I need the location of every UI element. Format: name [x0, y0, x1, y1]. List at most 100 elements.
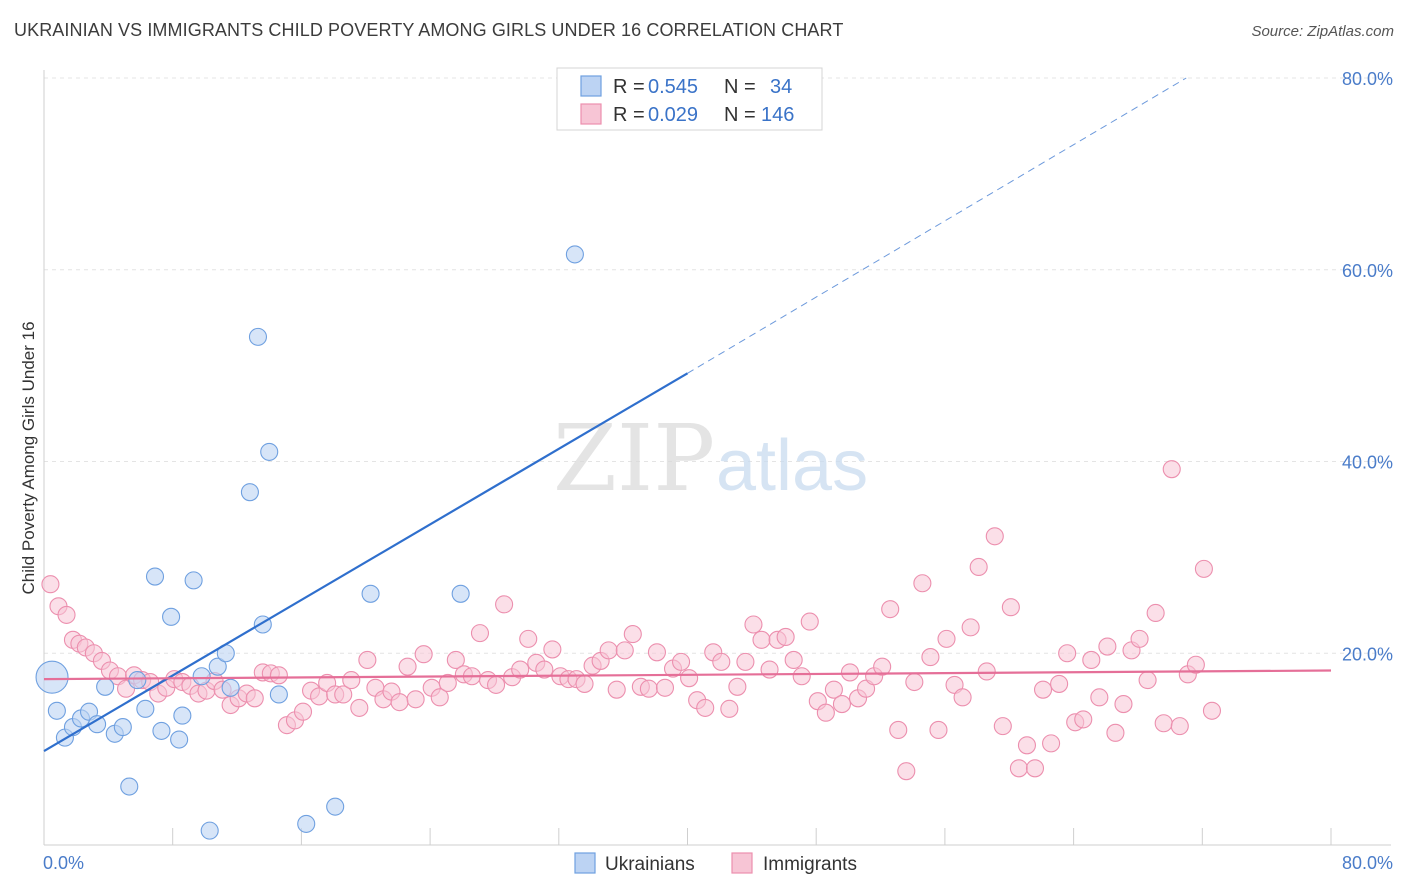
immigrants-point-38 [342, 671, 361, 690]
legend-n-value-ukrainians: 34 [770, 76, 792, 98]
immigrants-point-106 [889, 720, 908, 740]
immigrants-point-125 [1042, 734, 1061, 753]
immigrants-point-45 [398, 657, 417, 676]
immigrants-point-39 [350, 698, 369, 717]
ukrainians-point-17 [173, 706, 192, 725]
immigrants-point-82 [696, 698, 715, 717]
ukrainians-point-19 [192, 667, 211, 686]
immigrants-trend-line [43, 669, 1332, 681]
immigrants-point-117 [977, 662, 996, 681]
immigrants-point-139 [1154, 714, 1173, 733]
immigrants-point-63 [543, 640, 562, 659]
ukrainians-point-12 [136, 699, 155, 718]
immigrants-point-54 [470, 624, 490, 643]
ukrainians-point-11 [128, 671, 147, 690]
immigrants-point-141 [1170, 717, 1189, 736]
ukrainians-point-30 [326, 797, 345, 816]
y-tick-label-20: 20.0% [1342, 644, 1393, 664]
legend-r-value-ukrainians: 0.545 [648, 76, 698, 98]
immigrants-point-71 [607, 680, 626, 699]
ukrainians-point-9 [113, 718, 132, 737]
immigrants-point-123 [1025, 759, 1045, 778]
bottom-legend-swatch-ukrainians [574, 852, 596, 874]
ukrainians-point-18 [184, 571, 203, 590]
immigrants-point-59 [511, 660, 530, 679]
immigrants-point-94 [792, 667, 811, 686]
immigrants-point-80 [680, 669, 699, 688]
y-tick-labels: 20.0% 40.0% 60.0% 80.0% [1342, 69, 1393, 664]
immigrants-point-47 [414, 645, 433, 664]
y-axis-title: Child Poverty Among Girls Under 16 [19, 321, 38, 594]
immigrants-point-145 [1202, 701, 1222, 720]
ukrainians-point-21 [208, 657, 227, 676]
immigrants-point-138 [1146, 603, 1165, 623]
immigrants-point-97 [816, 703, 835, 722]
immigrants-points [41, 460, 1222, 781]
immigrants-point-99 [832, 695, 851, 714]
ukrainians-point-25 [248, 327, 268, 346]
immigrants-point-144 [1194, 559, 1213, 578]
bottom-legend-label-ukrainians: Ukrainians [605, 854, 695, 875]
immigrants-point-110 [921, 648, 940, 667]
legend-n-value-immigrants: 146 [761, 104, 794, 126]
immigrants-point-92 [776, 627, 795, 647]
immigrants-point-122 [1017, 736, 1036, 755]
immigrants-point-133 [1106, 723, 1125, 742]
legend-r-label-ukrainians: R = [613, 76, 650, 98]
immigrants-point-60 [519, 629, 538, 648]
immigrants-point-119 [993, 717, 1012, 736]
legend-r-value-immigrants: 0.029 [648, 104, 698, 126]
immigrants-point-88 [744, 615, 763, 634]
immigrants-point-32 [293, 702, 313, 721]
immigrants-point-136 [1130, 629, 1149, 648]
immigrants-point-51 [446, 650, 465, 670]
immigrants-point-89 [752, 630, 771, 649]
immigrants-point-73 [623, 625, 642, 644]
immigrants-point-132 [1098, 637, 1117, 656]
ukrainians-point-7 [96, 677, 115, 696]
immigrants-point-29 [269, 666, 288, 685]
immigrants-point-84 [712, 652, 731, 671]
immigrants-point-44 [390, 693, 409, 712]
immigrants-point-62 [535, 660, 554, 679]
ukrainians-points [35, 245, 584, 840]
immigrants-point-2 [57, 605, 76, 624]
immigrants-point-137 [1138, 671, 1157, 690]
immigrants-point-26 [245, 689, 264, 708]
immigrants-point-85 [720, 699, 739, 718]
immigrants-point-46 [406, 690, 425, 709]
ukrainians-point-13 [145, 567, 165, 586]
ukrainians-point-27 [260, 442, 279, 461]
source-credit: Source: ZipAtlas.com [1251, 23, 1394, 40]
immigrants-point-100 [840, 663, 860, 682]
immigrants-point-87 [736, 652, 755, 671]
immigrants-point-79 [672, 652, 691, 671]
immigrants-point-98 [824, 680, 843, 699]
ukrainians-point-20 [200, 821, 219, 840]
immigrants-point-49 [430, 688, 449, 707]
chart-title: UKRAINIAN VS IMMIGRANTS CHILD POVERTY AM… [14, 20, 844, 40]
immigrants-point-56 [487, 675, 506, 694]
ukrainians-point-1 [47, 701, 66, 720]
immigrants-point-143 [1186, 655, 1205, 674]
immigrants-point-72 [615, 641, 634, 660]
immigrants-point-111 [929, 720, 948, 740]
ukrainians-point-14 [152, 721, 171, 740]
y-tick-label-60: 60.0% [1342, 261, 1393, 281]
y-tick-label-80: 80.0% [1342, 69, 1393, 89]
immigrants-point-127 [1058, 644, 1077, 663]
ukrainians-point-33 [565, 245, 584, 264]
immigrants-point-107 [897, 762, 916, 781]
ukrainians-point-16 [170, 730, 189, 749]
ukrainians-point-0 [35, 660, 69, 694]
immigrants-point-75 [639, 679, 658, 698]
ukrainians-point-31 [361, 584, 380, 603]
legend-swatch-ukrainians [580, 75, 602, 97]
immigrants-point-90 [760, 660, 779, 679]
ukrainians-point-10 [120, 777, 139, 796]
gridlines [44, 77, 1391, 654]
immigrants-point-37 [334, 685, 353, 704]
immigrants-point-77 [655, 678, 675, 697]
immigrants-point-0 [41, 575, 60, 594]
